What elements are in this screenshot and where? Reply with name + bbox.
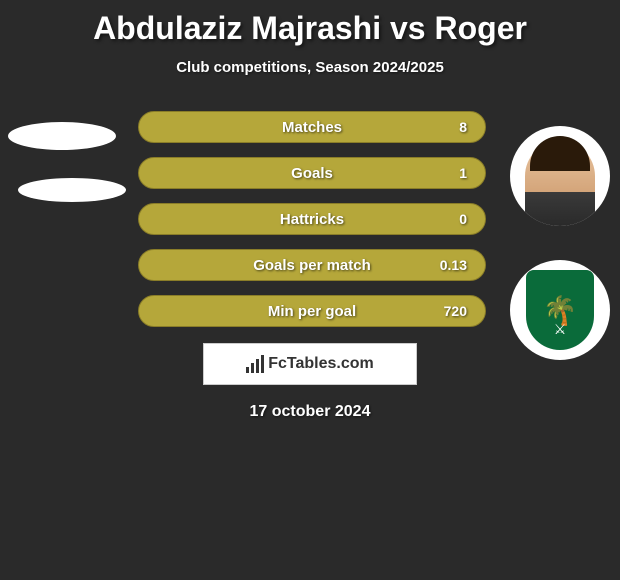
stat-value-right: 1 — [459, 165, 467, 181]
chart-icon — [246, 355, 264, 373]
stat-bar-hattricks: Hattricks 0 — [138, 203, 486, 235]
footer-date: 17 october 2024 — [0, 403, 620, 421]
stat-row: Min per goal 720 — [0, 295, 620, 327]
stat-value-right: 0 — [459, 211, 467, 227]
page-title: Abdulaziz Majrashi vs Roger — [0, 0, 620, 47]
stat-value-right: 8 — [459, 119, 467, 135]
subtitle: Club competitions, Season 2024/2025 — [0, 59, 620, 76]
stat-row: Matches 8 — [0, 111, 620, 143]
brand-box: FcTables.com — [203, 343, 417, 385]
stat-row: Hattricks 0 — [0, 203, 620, 235]
stat-row: Goals per match 0.13 — [0, 249, 620, 281]
stat-label: Hattricks — [280, 211, 344, 228]
stat-label: Matches — [282, 119, 342, 136]
brand-text: FcTables.com — [268, 355, 374, 373]
stat-bar-matches: Matches 8 — [138, 111, 486, 143]
stat-value-right: 0.13 — [440, 257, 467, 273]
stats-container: Matches 8 Goals 1 Hattricks 0 Goals per … — [0, 111, 620, 327]
stat-label: Goals — [291, 165, 333, 182]
stat-bar-goals-per-match: Goals per match 0.13 — [138, 249, 486, 281]
stat-label: Goals per match — [253, 257, 371, 274]
stat-bar-goals: Goals 1 — [138, 157, 486, 189]
stat-bar-min-per-goal: Min per goal 720 — [138, 295, 486, 327]
stat-label: Min per goal — [268, 303, 356, 320]
stat-value-right: 720 — [444, 303, 467, 319]
stat-row: Goals 1 — [0, 157, 620, 189]
